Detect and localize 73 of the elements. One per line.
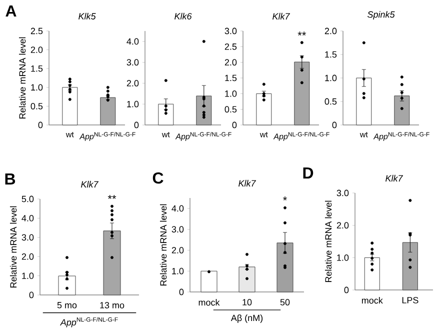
y-tick-label: 5.0	[22, 196, 34, 202]
annotation: *	[283, 196, 287, 200]
y-axis-title: Relative mRNA level	[18, 37, 26, 119]
y-tick-label: 0	[134, 122, 139, 128]
y-tick-label: 4.0	[126, 38, 139, 45]
chart-title: Klk5	[78, 12, 96, 20]
y-tick-label: 3.0	[336, 190, 349, 196]
y-tick-label: 2.0	[126, 80, 139, 86]
x-tick-label: 5 mo	[57, 302, 77, 308]
y-tick-label: 0.5	[224, 106, 237, 113]
y-tick-label: 1.0	[22, 272, 34, 279]
x-tick-label: App$^{NL-G-F/NL-G-F}$	[373, 132, 430, 141]
y-tick-label: 1.5	[225, 74, 237, 82]
y-tick-label: 2.0	[224, 59, 237, 66]
y-tick-label: 0	[332, 122, 337, 128]
x-axis-title: App$^{NL-G-F/NL-G-F}$	[60, 317, 118, 328]
text: C	[152, 172, 164, 184]
y-tick-label: 0	[38, 122, 43, 128]
y-tick-label: 1.0	[172, 268, 184, 274]
y-tick-label: 4.0	[172, 205, 184, 212]
x-tick-label: wt	[162, 132, 170, 138]
chart-title: Klk7	[238, 180, 256, 186]
y-tick-label: 0	[29, 292, 34, 298]
x-tick-label: LPS	[402, 297, 418, 304]
text: B	[5, 173, 16, 184]
y-tick-label: 1.0	[225, 90, 237, 97]
text: D	[303, 167, 314, 178]
y-axis-title: Relative mRNA level	[10, 206, 17, 288]
y-tick-label: 1.5	[325, 51, 337, 58]
chart-title: Klk7	[386, 174, 404, 182]
y-axis-title: Relative mRNA level	[324, 200, 332, 282]
x-tick-label: App$^{NL-G-F/NL-G-F}$	[79, 132, 136, 141]
y-tick-label: 0	[179, 288, 184, 296]
y-tick-label: 1.0	[337, 254, 349, 261]
y-tick-label: 2.0	[22, 253, 34, 260]
annotation: **	[298, 32, 306, 36]
x-tick-label: wt	[260, 132, 268, 138]
chart-title: Klk6	[174, 12, 192, 20]
y-tick-label: 1.0	[325, 74, 337, 82]
y-tick-label: 2.0	[336, 222, 349, 229]
x-tick-label: 10	[242, 299, 252, 306]
x-tick-label: 50	[280, 299, 290, 306]
y-tick-label: 2.5	[30, 28, 43, 34]
x-tick-label: 13 mo	[100, 302, 124, 308]
x-tick-label: wt	[360, 132, 368, 138]
y-tick-label: 2.0	[324, 28, 337, 34]
y-tick-label: 0	[232, 122, 237, 128]
y-tick-label: 1.5	[31, 65, 43, 72]
y-tick-label: 2.0	[30, 46, 43, 53]
y-tick-label: 3.0	[22, 234, 34, 241]
y-axis-title: Relative mRNA level	[160, 204, 167, 286]
y-tick-label: 0.5	[324, 98, 337, 105]
x-tick-label: App$^{NL-G-F/NL-G-F}$	[175, 132, 232, 141]
y-tick-label: 1.0	[127, 100, 139, 108]
y-tick-label: 3.0	[172, 226, 184, 233]
x-tick-label: wt	[66, 132, 74, 138]
annotation: **	[108, 195, 116, 199]
x-tick-label: App$^{NL-G-F/NL-G-F}$	[273, 132, 330, 141]
y-tick-label: 3.0	[126, 59, 139, 66]
y-tick-label: 4.0	[22, 214, 34, 222]
x-tick-label: mock	[198, 299, 220, 306]
x-tick-label: mock	[362, 297, 383, 304]
y-tick-label: 0.5	[30, 102, 43, 110]
y-tick-label: 2.0	[172, 247, 184, 254]
y-tick-label: 2.5	[224, 43, 237, 50]
x-axis-title: Aβ (nM)	[230, 314, 263, 323]
chart-title: Klk7	[81, 180, 99, 188]
text: A	[6, 5, 16, 16]
chart-title: Spink5	[367, 11, 395, 20]
y-tick-label: 0	[344, 286, 349, 294]
y-tick-label: 3.0	[224, 28, 237, 34]
y-tick-label: 1.0	[31, 84, 43, 91]
chart-title: Klk7	[272, 12, 290, 20]
